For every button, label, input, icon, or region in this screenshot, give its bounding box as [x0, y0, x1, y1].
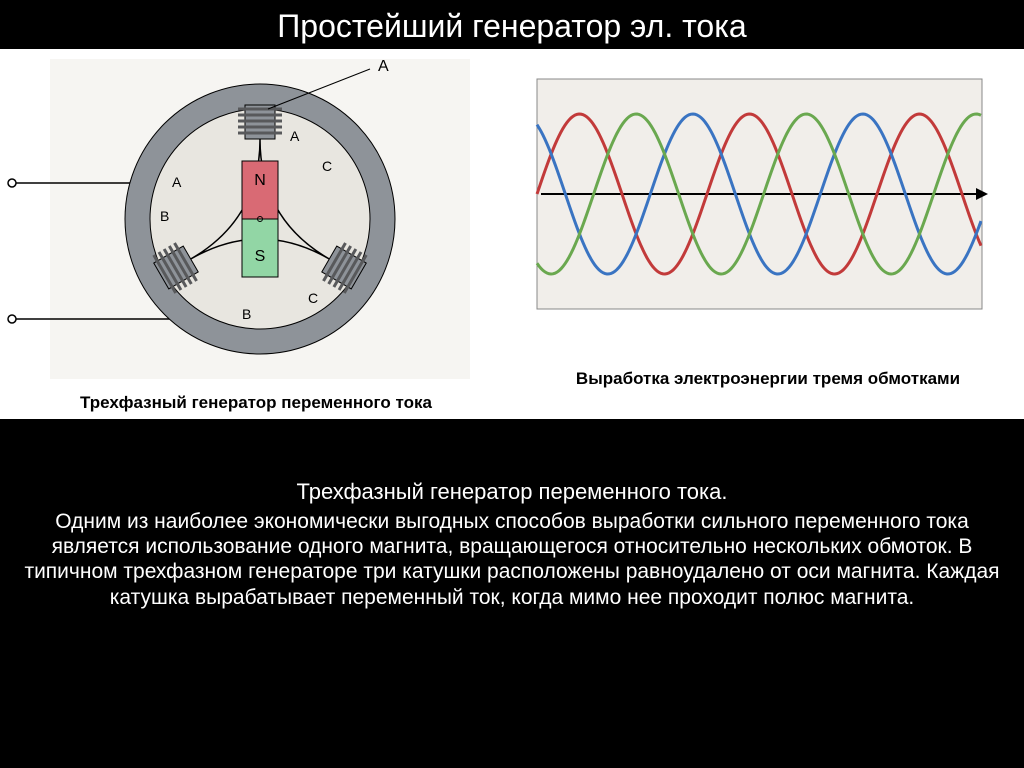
generator-caption: Трехфазный генератор переменного тока — [80, 393, 432, 413]
generator-diagram: N S A A C A B B C — [0, 49, 512, 389]
subtitle: Трехфазный генератор переменного тока. — [0, 479, 1024, 505]
svg-text:S: S — [255, 248, 266, 265]
body-text: Одним из наиболее экономически выгодных … — [0, 509, 1024, 610]
generator-panel: N S A A C A B B C Трехфазный генератор переменно… — [0, 49, 512, 419]
svg-text:C: C — [308, 290, 318, 306]
svg-text:A: A — [172, 174, 182, 190]
svg-text:N: N — [254, 172, 266, 189]
waveform-caption: Выработка электроэнергии тремя обмотками — [576, 369, 960, 389]
svg-text:B: B — [160, 208, 169, 224]
svg-text:A: A — [378, 58, 389, 75]
svg-text:A: A — [290, 128, 300, 144]
svg-text:B: B — [242, 306, 251, 322]
page-title: Простейший генератор эл. тока — [0, 0, 1024, 49]
diagram-area: N S A A C A B B C Трехфазный генератор переменно… — [0, 49, 1024, 419]
waveform-panel: Выработка электроэнергии тремя обмотками — [512, 49, 1024, 419]
svg-text:C: C — [322, 158, 332, 174]
waveform-diagram — [512, 49, 1024, 359]
